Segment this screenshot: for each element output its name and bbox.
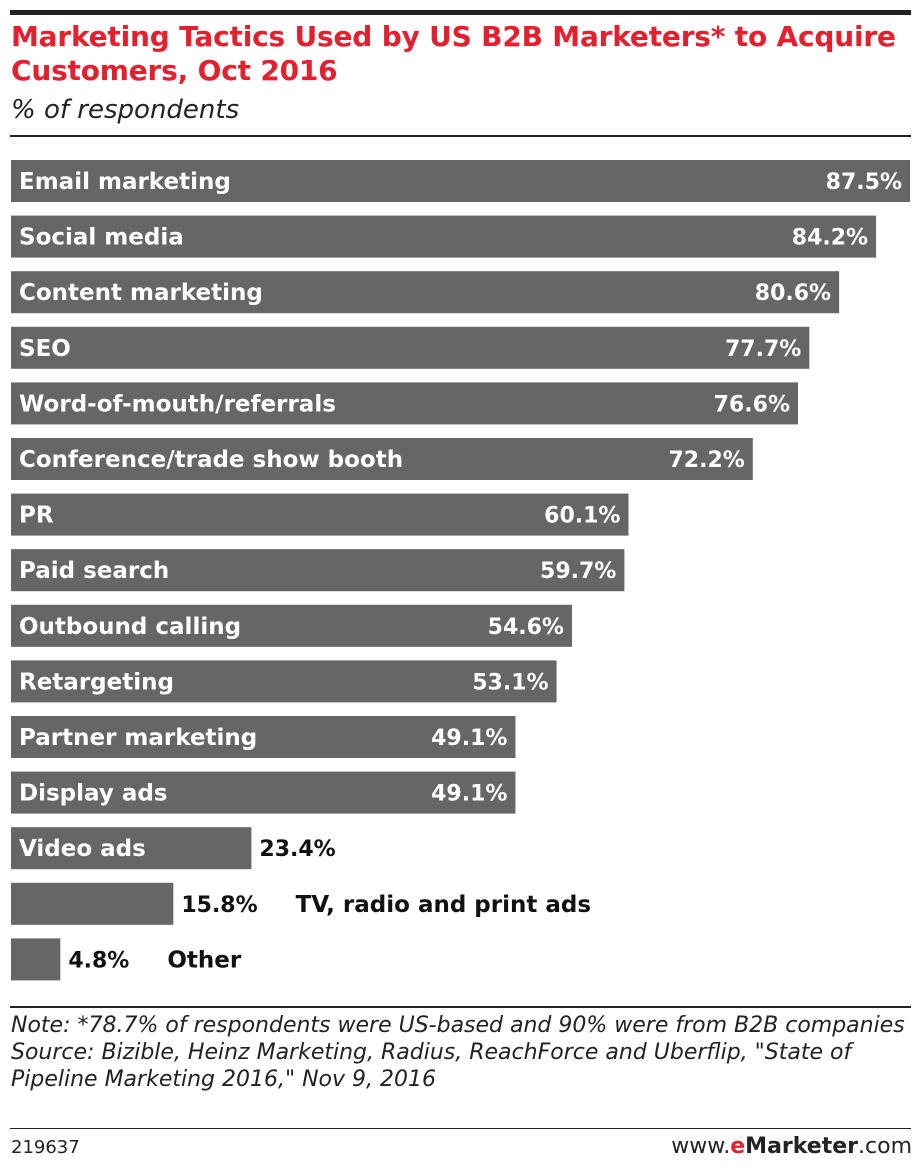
bar-social-media [11, 215, 877, 258]
bar-row-pr: 60.1% PR [11, 493, 629, 536]
bar-other [11, 938, 61, 981]
value-label-tv-radio-and-print-ads: 15.8% [181, 893, 257, 918]
note-text: Note: *78.7% of respondents were US-base… [11, 1013, 905, 1038]
category-label-other: Other [167, 947, 242, 973]
value-label-content-marketing: 80.6% [755, 281, 831, 306]
value-label-video-ads: 23.4% [259, 837, 335, 862]
category-label-word-of-mouth-referrals: Word-of-mouth/referrals [19, 391, 336, 417]
category-label-seo: SEO [19, 336, 71, 362]
bar-row-paid-search: 59.7% Paid search [11, 549, 625, 592]
value-label-pr: 60.1% [544, 504, 620, 529]
bar-row-display-ads: 49.1% Display ads [11, 771, 516, 814]
bar-row-email-marketing: 87.5% Email marketing [11, 160, 910, 202]
bar-row-outbound-calling: 54.6% Outbound calling [11, 604, 572, 647]
value-label-social-media: 84.2% [792, 226, 868, 251]
bar-row-word-of-mouth-referrals: 76.6% Word-of-mouth/referrals [11, 382, 799, 425]
brand-prefix: www. [671, 1134, 731, 1159]
bar-pr [11, 493, 629, 536]
bar-tv-radio-and-print-ads [11, 882, 174, 925]
category-label-social-media: Social media [19, 225, 184, 251]
value-label-retargeting: 53.1% [472, 670, 548, 695]
bar-paid-search [11, 549, 625, 592]
category-label-pr: PR [19, 503, 54, 529]
chart-id: 219637 [11, 1137, 80, 1158]
category-label-conference-trade-show-booth: Conference/trade show booth [19, 447, 403, 473]
category-label-partner-marketing: Partner marketing [19, 725, 257, 751]
brand-name: Marketer [745, 1134, 859, 1159]
value-label-other: 4.8% [68, 948, 129, 973]
brand-e: e [730, 1134, 746, 1159]
value-label-outbound-calling: 54.6% [488, 615, 564, 640]
chart-subtitle: % of respondents [11, 95, 240, 125]
bar-row-video-ads: 23.4% Video ads [11, 827, 336, 870]
bar-row-other: 4.8% Other [11, 938, 242, 981]
brand-suffix: .com [858, 1134, 912, 1159]
header-divider [10, 135, 911, 137]
value-label-display-ads: 49.1% [431, 782, 507, 807]
value-label-seo: 77.7% [725, 337, 801, 362]
category-label-video-ads: Video ads [19, 836, 146, 862]
bar-word-of-mouth-referrals [11, 382, 799, 425]
footer-rule [10, 1128, 911, 1129]
category-label-display-ads: Display ads [19, 781, 168, 807]
value-label-conference-trade-show-booth: 72.2% [668, 448, 744, 473]
value-label-email-marketing: 87.5% [826, 170, 902, 195]
top-rule [10, 10, 911, 15]
bar-chart: 87.5% Email marketing 84.2% Social media 80.… [11, 160, 910, 981]
bar-display-ads [11, 771, 516, 814]
bar-row-partner-marketing: 49.1% Partner marketing [11, 716, 516, 758]
bar-row-seo: 77.7% SEO [11, 326, 810, 369]
bar-email-marketing [11, 160, 910, 202]
bar-conference-trade-show-booth [11, 438, 753, 480]
value-label-word-of-mouth-referrals: 76.6% [714, 392, 790, 417]
notes-block: Note: *78.7% of respondents were US-base… [11, 1012, 916, 1093]
bar-retargeting [11, 660, 557, 703]
footer-divider [10, 1006, 911, 1008]
emarketer-logo: www.eMarketer.com [671, 1134, 912, 1159]
category-label-paid-search: Paid search [19, 558, 169, 584]
category-label-retargeting: Retargeting [19, 669, 174, 695]
bar-seo [11, 326, 810, 369]
category-label-outbound-calling: Outbound calling [19, 614, 241, 640]
bar-row-social-media: 84.2% Social media [11, 215, 877, 258]
bar-video-ads [11, 827, 252, 870]
bar-row-retargeting: 53.1% Retargeting [11, 660, 557, 703]
chart-title: Marketing Tactics Used by US B2B Markete… [11, 20, 896, 87]
category-label-content-marketing: Content marketing [19, 280, 263, 306]
source-text: Source: Bizible, Heinz Marketing, Radius… [11, 1040, 852, 1092]
value-label-partner-marketing: 49.1% [431, 726, 507, 751]
category-label-email-marketing: Email marketing [19, 169, 231, 195]
value-label-paid-search: 59.7% [540, 559, 616, 584]
bar-row-tv-radio-and-print-ads: 15.8% TV, radio and print ads [11, 882, 591, 925]
category-label-tv-radio-and-print-ads: TV, radio and print ads [296, 892, 591, 918]
bar-outbound-calling [11, 604, 572, 647]
bar-partner-marketing [11, 716, 516, 758]
bar-content-marketing [11, 271, 840, 314]
bar-row-content-marketing: 80.6% Content marketing [11, 271, 840, 314]
bar-row-conference-trade-show-booth: 72.2% Conference/trade show booth [11, 438, 753, 480]
